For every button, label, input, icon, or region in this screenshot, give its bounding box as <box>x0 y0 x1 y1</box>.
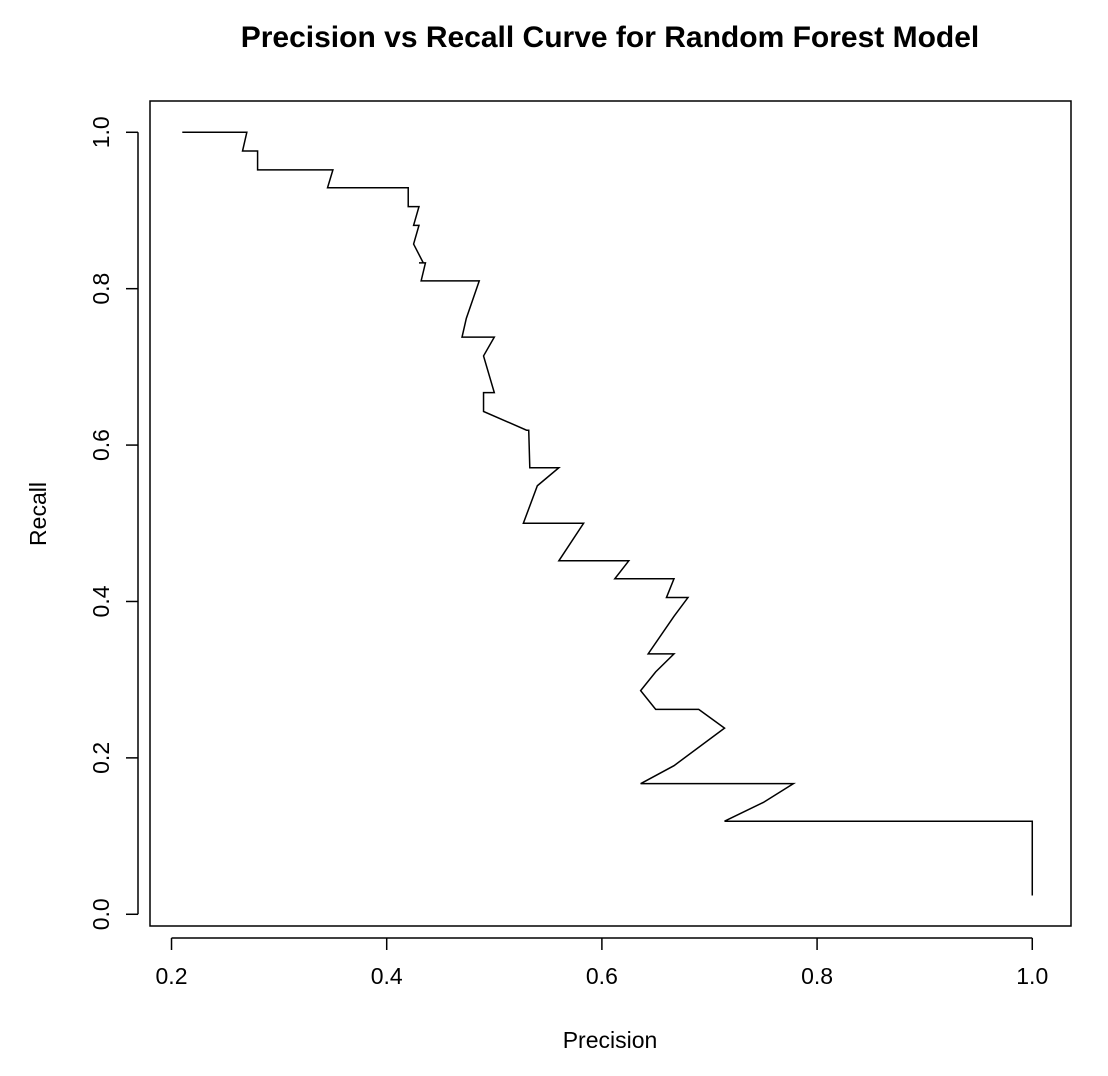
x-tick-label: 0.8 <box>801 963 833 989</box>
series-layer <box>182 131 1034 896</box>
y-axis: 0.0 0.2 0.4 0.6 0.8 1.0 <box>88 116 139 930</box>
y-tick-label: 0.0 <box>88 898 114 930</box>
y-tick-label: 0.8 <box>88 273 114 305</box>
x-tick-label: 0.4 <box>371 963 403 989</box>
y-tick-label: 0.4 <box>88 585 114 617</box>
y-tick-label: 1.0 <box>88 116 114 148</box>
x-axis-label: Precision <box>563 1027 658 1053</box>
plot-frame <box>149 100 1072 927</box>
x-tick-label: 0.6 <box>586 963 618 989</box>
y-tick-label: 0.6 <box>88 429 114 461</box>
y-tick-label: 0.2 <box>88 742 114 774</box>
x-tick-label: 1.0 <box>1016 963 1048 989</box>
chart-title: Precision vs Recall Curve for Random For… <box>241 21 980 54</box>
x-tick-label: 0.2 <box>156 963 188 989</box>
pr-curve-line <box>182 131 1034 896</box>
x-axis: 0.2 0.4 0.6 0.8 1.0 <box>156 937 1048 989</box>
y-axis-label: Recall <box>25 482 51 546</box>
